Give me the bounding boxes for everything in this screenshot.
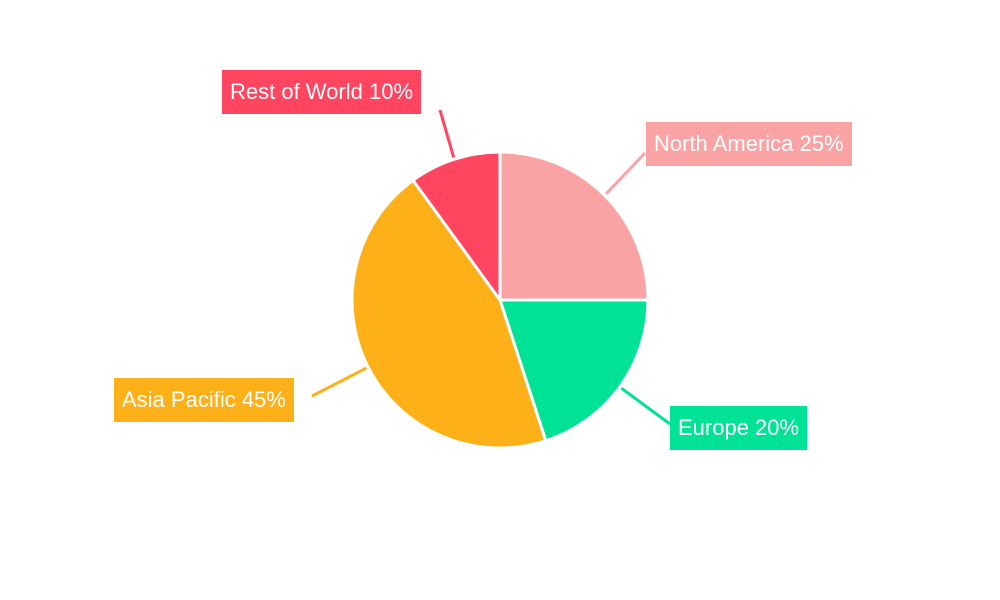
leader-line: [438, 109, 456, 158]
slice-label: Europe 20%: [670, 406, 808, 450]
slice-label: Rest of World 10%: [222, 70, 422, 114]
pie-slice-europe[interactable]: [497, 298, 650, 443]
leader-line: [620, 386, 671, 426]
slice-label: North America 25%: [646, 122, 852, 166]
leader-line: [604, 151, 647, 195]
pie-slice-rest-of-world[interactable]: [410, 150, 502, 305]
pie-slice-north-america[interactable]: [498, 150, 650, 302]
slice-label: Asia Pacific 45%: [114, 378, 294, 422]
pie-slice-asia-pacific[interactable]: [350, 178, 548, 450]
leader-line: [311, 366, 368, 398]
